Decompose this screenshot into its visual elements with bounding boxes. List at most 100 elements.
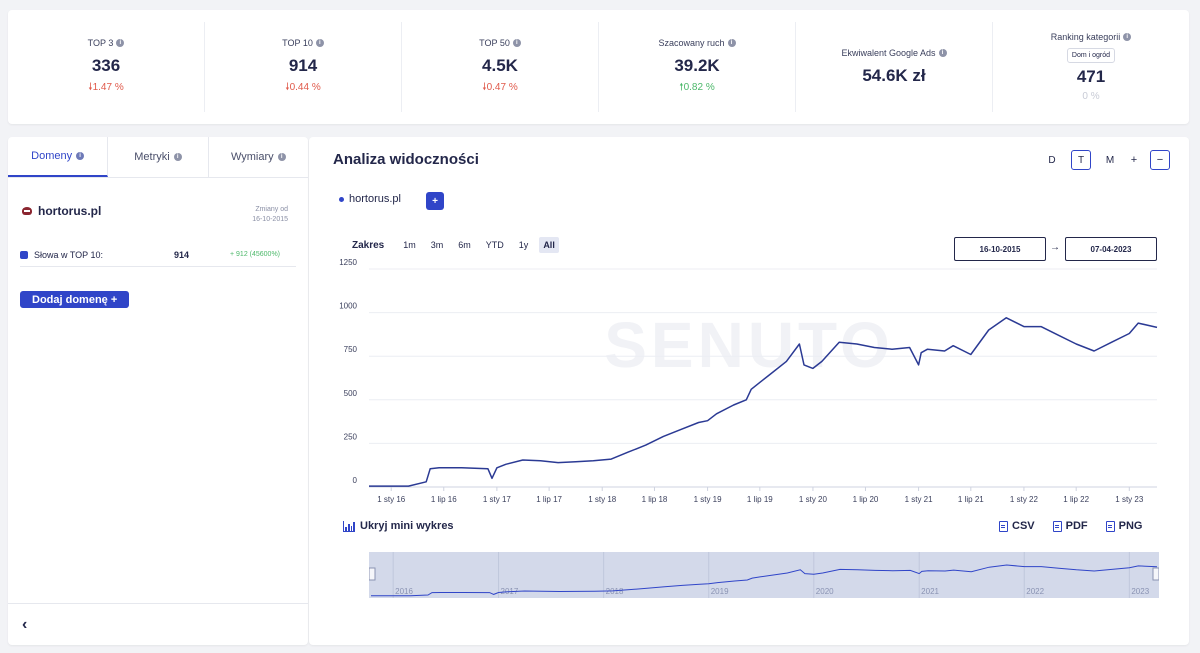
zoom-controls: + − xyxy=(1124,150,1170,170)
x-tick-label: 1 lip 22 xyxy=(1063,495,1089,504)
date-from-input[interactable]: 16-10-2015 xyxy=(954,237,1046,261)
stat-value: 54.6K zł xyxy=(862,66,926,85)
info-icon[interactable]: i xyxy=(512,38,521,47)
tab-wymiary[interactable]: Wymiary i xyxy=(209,137,308,177)
period-week[interactable]: T xyxy=(1071,150,1091,170)
export-csv-button[interactable]: CSV xyxy=(999,520,1035,532)
file-icon xyxy=(1105,520,1115,532)
range-selector: Zakres 1m 3m 6m YTD 1y All xyxy=(352,237,559,253)
stat-top10: TOP 10 i 914 🠗0.44 % xyxy=(205,22,402,112)
stat-change: 🠗1.47 % xyxy=(88,80,123,97)
stat-label: TOP 10 xyxy=(282,37,313,48)
left-panel: Domeny i Metryki i Wymiary i hortorus.pl Zm… xyxy=(8,137,308,645)
stat-value: 39.2K xyxy=(674,55,720,75)
stat-label: TOP 3 xyxy=(87,37,114,48)
stat-traffic: Szacowany ruch i 39.2K 🠕0.82 % xyxy=(599,22,796,112)
stat-change: 🠗0.47 % xyxy=(482,80,517,97)
zoom-out-button[interactable]: − xyxy=(1150,150,1170,170)
x-tick-label: 1 lip 19 xyxy=(747,495,773,504)
stat-top50: TOP 50 i 4.5K 🠗0.47 % xyxy=(402,22,599,112)
x-tick-label: 1 sty 18 xyxy=(588,495,617,504)
category-badge[interactable]: Dom i ogród xyxy=(1066,48,1116,63)
metric-value: 914 xyxy=(174,249,190,260)
period-month[interactable]: M xyxy=(1105,154,1115,166)
add-domain-button[interactable]: Dodaj domenę + xyxy=(20,291,130,308)
info-icon[interactable]: i xyxy=(76,152,85,160)
watermark: SENUTO xyxy=(604,309,894,381)
stat-change: 🠗0.44 % xyxy=(285,80,320,97)
changes-since: Zmiany od 16-10-2015 xyxy=(228,205,288,225)
range-label: Zakres xyxy=(352,239,385,251)
stat-change-value: 1.47 % xyxy=(92,81,124,93)
export-pdf-button[interactable]: PDF xyxy=(1052,520,1088,532)
export-png-button[interactable]: PNG xyxy=(1105,520,1142,532)
stat-change: 0 % xyxy=(1082,91,1100,102)
stat-value: 4.5K xyxy=(482,55,518,75)
info-icon[interactable]: i xyxy=(727,38,736,47)
range-6m[interactable]: 6m xyxy=(458,240,471,250)
range-3m[interactable]: 3m xyxy=(430,240,444,250)
zoom-in-button[interactable]: + xyxy=(1130,154,1138,166)
arrow-down-icon: 🠗 xyxy=(482,81,487,93)
y-tick-label: 500 xyxy=(344,389,358,398)
x-tick-label: 1 sty 19 xyxy=(694,495,723,504)
tab-label: Domeny xyxy=(31,150,73,162)
arrow-down-icon: 🠗 xyxy=(285,81,290,93)
add-series-button[interactable]: + xyxy=(426,192,444,210)
range-ytd[interactable]: YTD xyxy=(485,240,504,250)
x-tick-label: 1 lip 17 xyxy=(536,495,562,504)
y-tick-label: 1000 xyxy=(339,302,357,311)
x-tick-label: 1 lip 21 xyxy=(958,495,984,504)
info-icon[interactable]: i xyxy=(116,38,125,47)
metric-label: Słowa w TOP 10: xyxy=(34,249,104,260)
toggle-mini-chart[interactable]: Ukryj mini wykres xyxy=(343,520,454,532)
metric-row: Słowa w TOP 10: 914 + 912 (45600%) xyxy=(20,243,296,267)
arrow-down-icon: 🠗 xyxy=(88,81,93,93)
chart-legend[interactable]: hortorus.pl xyxy=(339,193,401,205)
navigator-handle-right xyxy=(1152,567,1159,581)
info-icon[interactable]: i xyxy=(173,153,182,161)
stat-value: 914 xyxy=(288,55,318,75)
date-to-input[interactable]: 07-04-2023 xyxy=(1065,237,1157,261)
changes-since-label: Zmiany od xyxy=(255,206,288,213)
x-tick-label: 1 lip 18 xyxy=(642,495,668,504)
stat-label: Ranking kategorii xyxy=(1050,32,1121,42)
bar-chart-icon xyxy=(343,520,355,532)
y-tick-label: 250 xyxy=(344,432,358,441)
info-icon[interactable]: i xyxy=(938,49,947,57)
stat-change-value: 0.47 % xyxy=(486,81,518,93)
navigator-year-label: 2020 xyxy=(816,587,834,596)
page-title: Analiza widoczności xyxy=(333,151,479,168)
domain-name: hortorus.pl xyxy=(38,204,102,218)
navigator-handle-left xyxy=(369,567,376,581)
tab-domeny[interactable]: Domeny i xyxy=(8,137,109,177)
file-icon xyxy=(999,520,1008,532)
range-all[interactable]: All xyxy=(539,237,559,253)
chevron-left-icon[interactable]: ‹ xyxy=(22,616,28,633)
period-day[interactable]: D xyxy=(1048,154,1056,166)
navigator-year-label: 2019 xyxy=(711,587,729,596)
visibility-chart[interactable]: SENUTO 0 250 500 750 1000 1250 1 sty 16 1 lip 16… xyxy=(309,257,1189,507)
stat-label: Ekwiwalent Google Ads xyxy=(841,48,936,58)
stat-label: TOP 50 xyxy=(479,37,510,48)
info-icon[interactable]: i xyxy=(1123,33,1132,41)
stat-change: 🠕0.82 % xyxy=(679,80,714,97)
tab-metryki[interactable]: Metryki i xyxy=(108,137,209,177)
range-1y[interactable]: 1y xyxy=(518,240,529,250)
export-label: PDF xyxy=(1065,520,1088,532)
tab-label: Wymiary xyxy=(230,151,274,163)
mini-navigator[interactable]: 2016 2017 2018 2019 2020 2021 2022 2023 xyxy=(369,552,1159,598)
file-icon xyxy=(1052,520,1062,532)
stat-category-ranking: Ranking kategorii i Dom i ogród 471 0 % xyxy=(993,22,1189,112)
navigator-year-label: 2022 xyxy=(1026,587,1044,596)
info-icon[interactable]: i xyxy=(277,153,286,161)
period-toggle: D T M xyxy=(1042,150,1120,170)
navigator-year-label: 2021 xyxy=(921,587,939,596)
range-1m[interactable]: 1m xyxy=(403,240,416,250)
left-footer: ‹ xyxy=(8,603,308,645)
series-line-hortorus xyxy=(369,317,1158,487)
mini-toggle-label: Ukryj mini wykres xyxy=(360,520,454,532)
info-icon[interactable]: i xyxy=(315,38,324,47)
